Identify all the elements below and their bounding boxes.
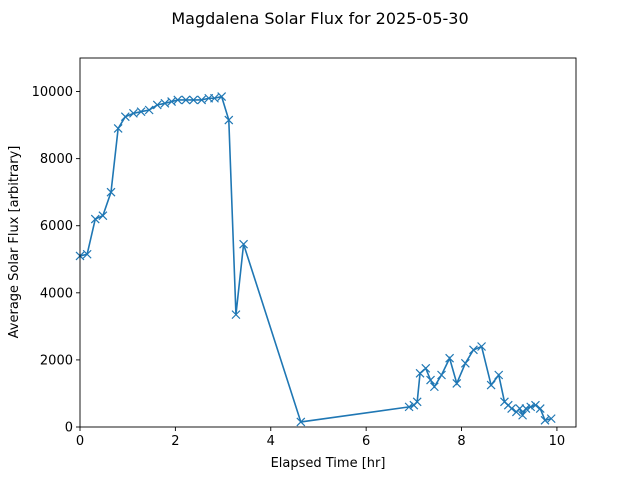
x-tick-label: 6 [362,434,370,449]
series-markers [75,92,556,427]
y-tick-label: 4000 [40,286,73,301]
data-point-marker [486,380,496,390]
data-point-marker [494,370,504,380]
data-point-marker [106,187,116,197]
y-tick-label: 8000 [40,152,73,167]
y-tick-label: 6000 [40,219,73,234]
x-tick-label: 4 [267,434,275,449]
data-point-marker [421,363,431,373]
data-point-marker [535,404,545,413]
data-point-marker [152,100,162,110]
data-point-marker [128,108,138,118]
data-point-marker [210,93,219,103]
data-point-marker [477,342,486,351]
data-point-marker [120,112,130,122]
data-point-marker [224,115,234,125]
data-point-marker [526,402,536,412]
data-point-marker [531,400,540,410]
data-point-marker [113,124,123,133]
data-point-marker [239,239,249,249]
plot-background [80,58,576,427]
data-point-marker [217,92,227,102]
data-point-marker [426,375,435,385]
data-point-marker [144,105,154,115]
data-point-marker [507,404,517,413]
data-point-marker [429,382,439,392]
data-point-marker [231,310,241,320]
y-tick-label: 0 [65,421,73,436]
data-point-marker [197,95,207,105]
data-point-marker [445,353,455,363]
plot-area [75,57,577,428]
data-point-marker [518,410,528,420]
y-tick-label: 2000 [40,353,73,368]
data-point-marker [160,98,170,108]
x-tick-label: 8 [457,434,465,449]
data-point-marker [404,402,414,412]
data-point-marker [82,249,92,259]
plot-frame [79,57,577,428]
chart-title: Magdalena Solar Flux for 2025-05-30 [171,9,468,28]
data-point-marker [460,358,470,368]
data-point-marker [412,397,422,407]
x-tick-label: 0 [76,434,84,449]
data-point-marker [437,370,446,380]
x-axis-ticks: 0 2 4 6 8 10 [76,427,565,449]
y-axis-ticks: 0 2000 4000 6000 8000 10000 [32,85,80,436]
data-point-marker [181,95,191,105]
data-point-marker [452,378,462,388]
x-axis-label: Elapsed Time [hr] [271,456,386,471]
data-point-marker [98,211,108,221]
data-point-marker [469,345,478,355]
data-point-marker [515,404,525,413]
x-tick-label: 10 [549,434,566,449]
y-axis-label: Average Solar Flux [arbitrary] [7,146,22,339]
y-tick-label: 10000 [32,85,73,100]
data-point-marker [189,95,198,105]
data-point-marker [136,107,146,117]
x-tick-label: 2 [171,434,179,449]
data-point-marker [90,214,100,224]
data-point-marker [296,417,306,427]
data-point-marker [173,95,183,105]
data-point-marker [521,404,531,413]
data-point-marker [546,414,556,424]
